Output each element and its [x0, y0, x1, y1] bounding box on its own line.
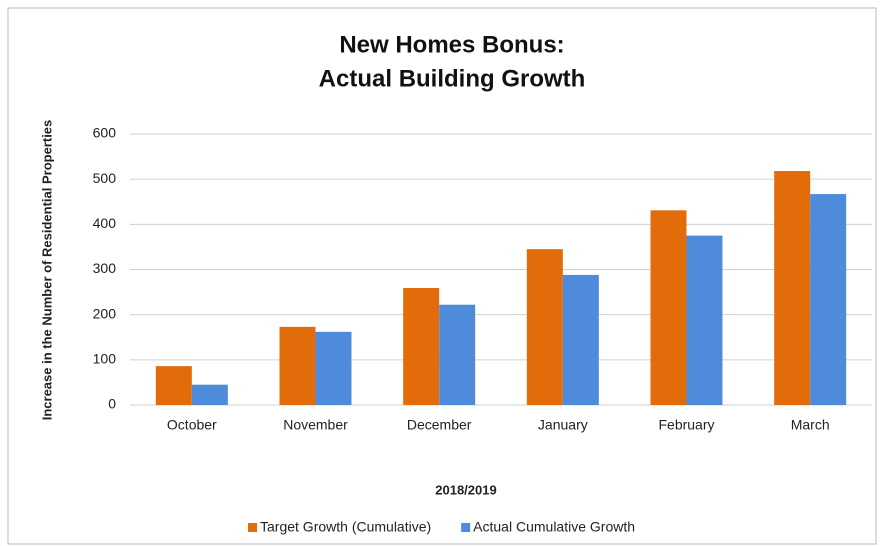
x-tick-label: January: [538, 417, 588, 433]
y-tick-label: 500: [93, 170, 117, 186]
x-tick-label: October: [167, 417, 217, 433]
bar: [562, 274, 599, 405]
bar: [315, 331, 352, 405]
x-tick-label: March: [791, 417, 830, 433]
bar: [810, 194, 847, 405]
bar: [155, 366, 192, 405]
y-tick-label: 200: [93, 305, 117, 321]
x-tick-label: November: [283, 417, 348, 433]
chart-frame: [7, 7, 877, 545]
legend-swatch: [248, 523, 257, 532]
y-tick-label: 600: [93, 125, 117, 141]
bar: [403, 288, 440, 405]
bar: [650, 210, 687, 405]
y-tick-label: 0: [108, 396, 116, 412]
bar: [774, 171, 811, 405]
bar: [191, 384, 228, 405]
x-tick-label: February: [658, 417, 714, 433]
y-tick-label: 300: [93, 260, 117, 276]
bar: [686, 235, 723, 405]
y-tick-label: 400: [93, 215, 117, 231]
x-axis-title: 2018/2019: [435, 482, 496, 497]
bar: [526, 249, 563, 405]
chart-title: New Homes Bonus:: [339, 31, 564, 58]
x-tick-label: December: [407, 417, 472, 433]
y-axis-title: Increase in the Number of Residential Pr…: [39, 120, 54, 421]
bar: [279, 326, 316, 405]
chart-title: Actual Building Growth: [319, 65, 586, 92]
y-tick-label: 100: [93, 351, 117, 367]
bar: [439, 304, 476, 405]
legend-label: Target Growth (Cumulative): [260, 519, 431, 535]
legend-label: Actual Cumulative Growth: [473, 519, 635, 535]
legend-swatch: [461, 523, 471, 532]
